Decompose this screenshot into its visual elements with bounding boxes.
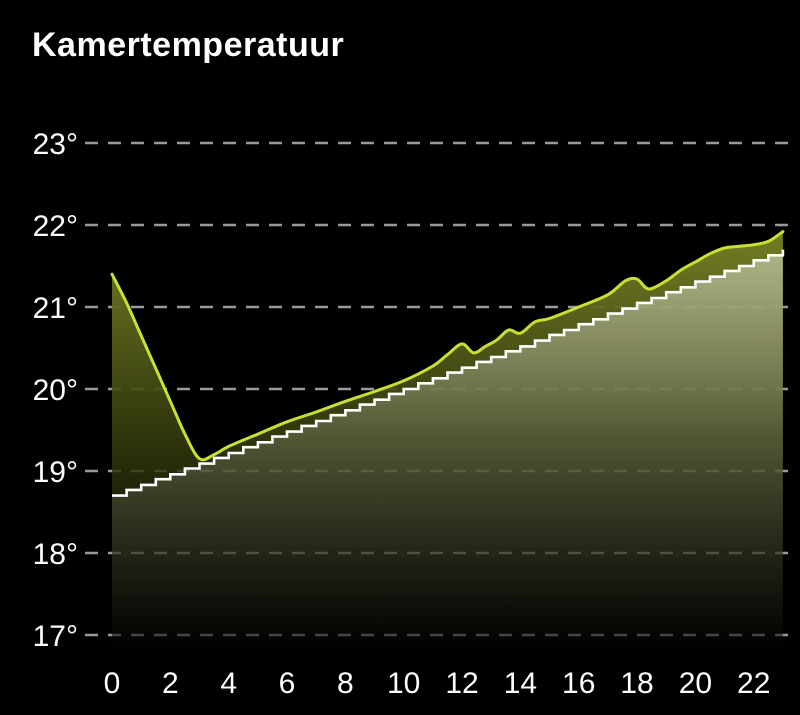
line-layer <box>110 230 785 497</box>
x-axis-label: 16 <box>562 667 595 700</box>
x-axis-label: 10 <box>387 667 420 700</box>
y-axis-label: 21° <box>33 292 78 325</box>
x-axis-label: 4 <box>220 667 237 700</box>
y-axis-label: 22° <box>33 210 78 243</box>
y-axis-label: 19° <box>33 456 78 489</box>
axis-layer: 17° 18° 19° 20° 21° 22° 23° 0 2 4 6 8 10 12 14 16 18 20 22 <box>33 128 771 700</box>
x-axis-label: 22 <box>737 667 770 700</box>
x-axis-label: 2 <box>162 667 179 700</box>
x-axis-label: 8 <box>337 667 354 700</box>
x-axis-label: 0 <box>104 667 121 700</box>
x-axis-label: 6 <box>279 667 296 700</box>
setpoint-area-fill <box>112 249 783 648</box>
y-axis-label: 23° <box>33 128 78 161</box>
y-axis-label: 20° <box>33 374 78 407</box>
x-axis-label: 20 <box>679 667 712 700</box>
measured-temperature-line <box>110 230 785 462</box>
y-axis-label: 17° <box>33 620 78 653</box>
chart-title: Kamertemperatuur <box>32 26 345 64</box>
area-layer <box>112 231 783 648</box>
y-axis-label: 18° <box>33 538 78 571</box>
x-axis-label: 14 <box>504 667 537 700</box>
x-axis-label: 18 <box>620 667 653 700</box>
setpoint-step-line <box>112 249 785 497</box>
x-axis-label: 12 <box>445 667 478 700</box>
